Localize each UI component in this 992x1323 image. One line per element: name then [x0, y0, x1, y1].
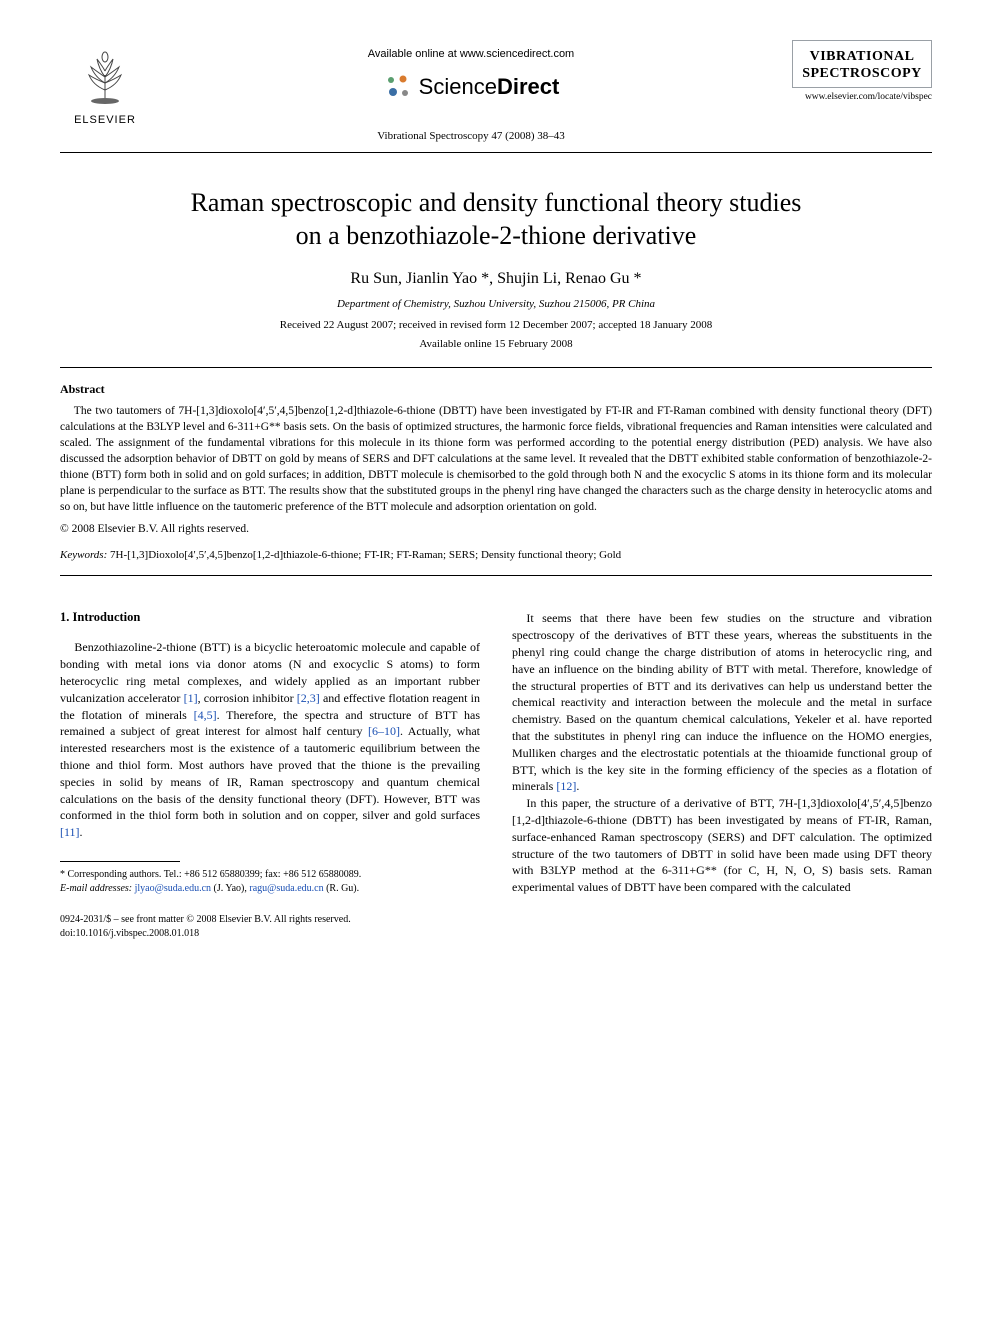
journal-url: www.elsevier.com/locate/vibspec — [792, 92, 932, 102]
sd-part1: Science — [419, 74, 497, 99]
sciencedirect-icon — [383, 72, 413, 102]
authors-line: Ru Sun, Jianlin Yao *, Shujin Li, Renao … — [60, 270, 932, 288]
abstract-rule — [60, 575, 932, 576]
header-rule — [60, 152, 932, 153]
abstract-copyright: © 2008 Elsevier B.V. All rights reserved… — [60, 523, 932, 535]
p1-seg-b: , corrosion inhibitor — [198, 691, 297, 705]
journal-title-box: VIBRATIONAL SPECTROSCOPY — [792, 40, 932, 88]
elsevier-logo: ELSEVIER — [60, 40, 150, 126]
email-1[interactable]: jlyao@suda.edu.cn — [135, 883, 211, 894]
citation-2-3[interactable]: [2,3] — [297, 691, 320, 705]
received-dates: Received 22 August 2007; received in rev… — [60, 318, 932, 333]
col2-paragraph-2: In this paper, the structure of a deriva… — [512, 795, 932, 896]
footnote-corr: * Corresponding authors. Tel.: +86 512 6… — [60, 868, 480, 882]
keywords-label: Keywords: — [60, 549, 107, 561]
email-2[interactable]: ragu@suda.edu.cn — [249, 883, 323, 894]
body-columns: 1. Introduction Benzothiazoline-2-thione… — [60, 610, 932, 940]
intro-paragraph-1: Benzothiazoline-2-thione (BTT) is a bicy… — [60, 639, 480, 841]
citation-4-5[interactable]: [4,5] — [194, 708, 217, 722]
footer-issn: 0924-2031/$ – see front matter © 2008 El… — [60, 913, 480, 927]
keywords-line: Keywords: 7H-[1,3]Dioxolo[4′,5′,4,5]benz… — [60, 549, 932, 561]
citation-12[interactable]: [12] — [556, 779, 576, 793]
abstract-body: The two tautomers of 7H-[1,3]dioxolo[4′,… — [60, 403, 932, 516]
p1-seg-f: . — [80, 825, 83, 839]
journal-reference: Vibrational Spectroscopy 47 (2008) 38–43 — [150, 130, 792, 142]
c2p1-seg-b: . — [576, 779, 579, 793]
sciencedirect-logo: ScienceDirect — [383, 72, 560, 102]
title-line1: Raman spectroscopic and density function… — [191, 188, 802, 217]
right-column: It seems that there have been few studie… — [512, 610, 932, 940]
title-line2: on a benzothiazole-2-thione derivative — [296, 221, 697, 250]
citation-1[interactable]: [1] — [184, 691, 198, 705]
sciencedirect-text: ScienceDirect — [419, 74, 560, 100]
citation-6-10[interactable]: [6–10] — [368, 724, 400, 738]
col2-paragraph-1: It seems that there have been few studie… — [512, 610, 932, 795]
abstract-paragraph: The two tautomers of 7H-[1,3]dioxolo[4′,… — [60, 403, 932, 516]
keywords-value: 7H-[1,3]Dioxolo[4′,5′,4,5]benzo[1,2-d]th… — [110, 549, 621, 561]
journal-box-wrap: VIBRATIONAL SPECTROSCOPY www.elsevier.co… — [792, 40, 932, 102]
page-footer: 0924-2031/$ – see front matter © 2008 El… — [60, 913, 480, 940]
elsevier-label: ELSEVIER — [74, 114, 136, 126]
email-label: E-mail addresses: — [60, 883, 132, 894]
email2-who: (R. Gu). — [324, 883, 360, 894]
left-column: 1. Introduction Benzothiazoline-2-thione… — [60, 610, 480, 940]
section-heading-intro: 1. Introduction — [60, 610, 480, 625]
available-online-text: Available online at www.sciencedirect.co… — [150, 48, 792, 60]
footnote-emails: E-mail addresses: jlyao@suda.edu.cn (J. … — [60, 882, 480, 896]
sd-part2: Direct — [497, 74, 559, 99]
journal-box-line2: SPECTROSCOPY — [797, 66, 927, 83]
journal-header: ELSEVIER Available online at www.science… — [60, 40, 932, 142]
affiliation: Department of Chemistry, Suzhou Universi… — [60, 298, 932, 310]
journal-box-line1: VIBRATIONAL — [797, 49, 927, 66]
corresponding-footnote: * Corresponding authors. Tel.: +86 512 6… — [60, 868, 480, 895]
abstract-heading: Abstract — [60, 382, 932, 397]
header-center: Available online at www.sciencedirect.co… — [150, 40, 792, 142]
footer-doi: doi:10.1016/j.vibspec.2008.01.018 — [60, 927, 480, 941]
citation-11[interactable]: [11] — [60, 825, 80, 839]
article-title: Raman spectroscopic and density function… — [60, 187, 932, 252]
title-rule — [60, 367, 932, 368]
c2p1-seg-a: It seems that there have been few studie… — [512, 611, 932, 793]
p1-seg-e: . Actually, what interested researchers … — [60, 724, 480, 822]
elsevier-tree-icon — [70, 40, 140, 110]
email1-who: (J. Yao), — [211, 883, 249, 894]
footnote-separator — [60, 861, 180, 862]
online-date: Available online 15 February 2008 — [60, 337, 932, 352]
